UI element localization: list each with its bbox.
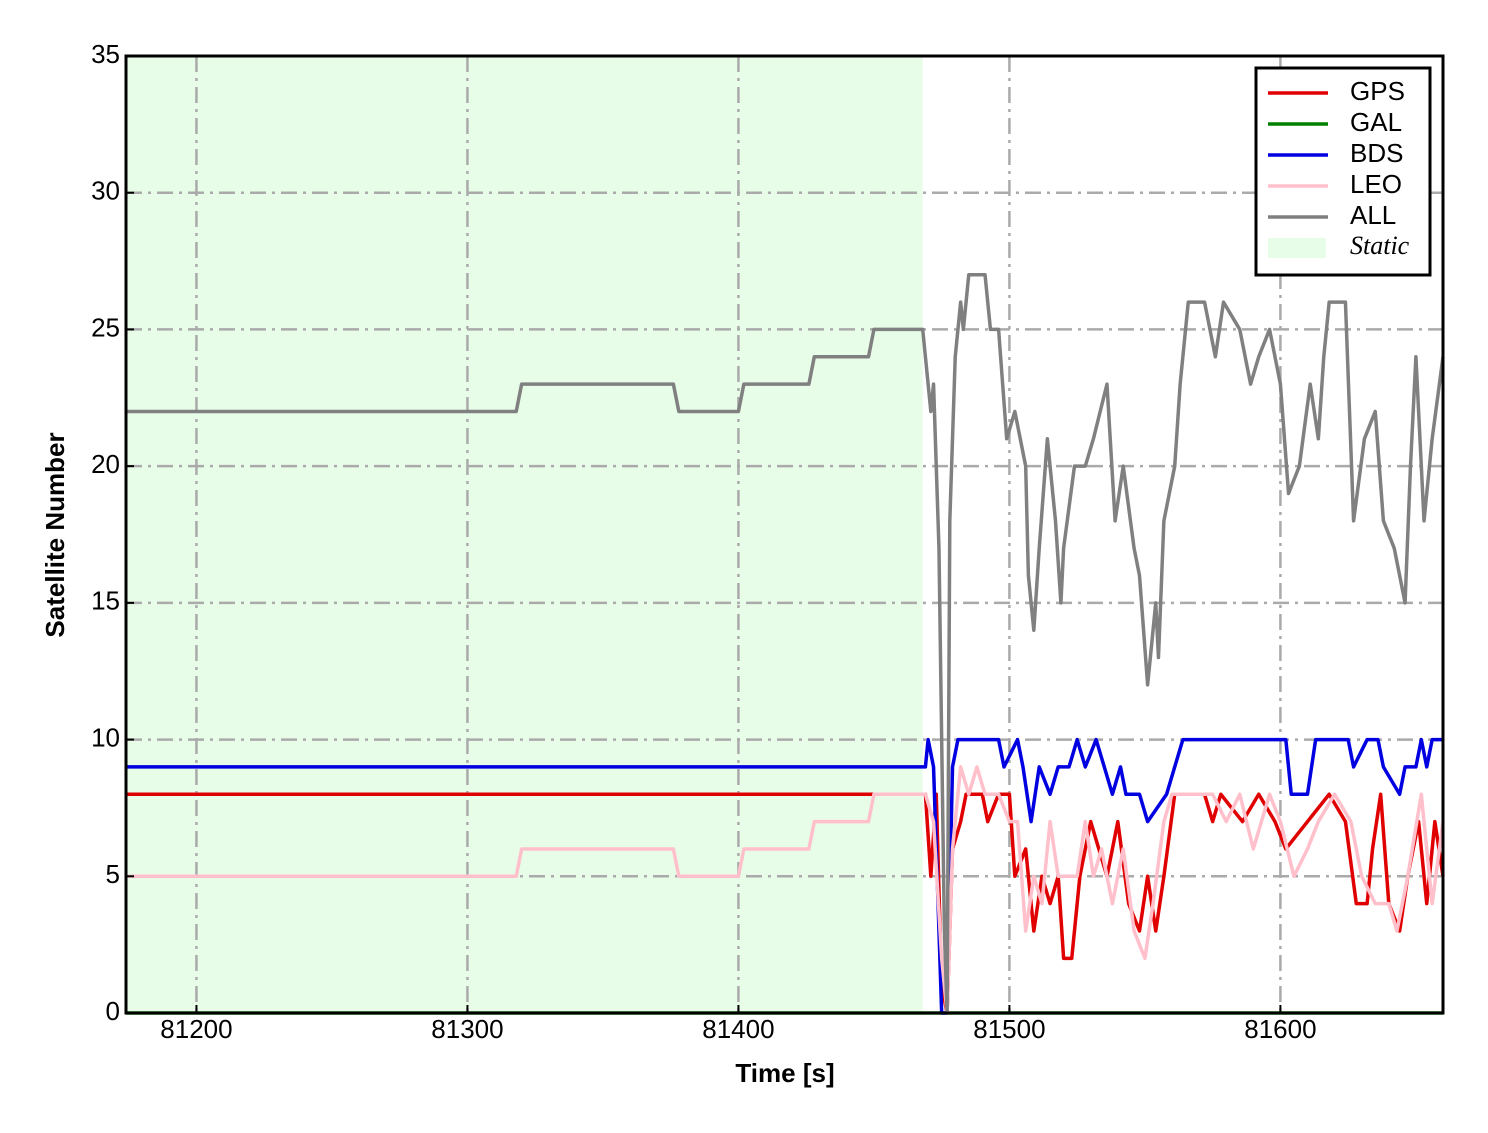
legend-label: Static: [1350, 231, 1410, 260]
y-tick-label: 20: [91, 449, 120, 479]
series-line: [126, 792, 1445, 1015]
legend-label: LEO: [1350, 169, 1402, 199]
series-line: [126, 765, 1445, 1015]
legend-label: ALL: [1350, 200, 1396, 230]
x-tick-label: 81300: [431, 1014, 503, 1044]
x-tick-label: 81600: [1244, 1014, 1316, 1044]
legend-label: GPS: [1350, 76, 1405, 106]
x-tick-label: 81400: [702, 1014, 774, 1044]
tick-layer: 81200 81300 81400 81500 81600 0 5 10 15 20 25 30 35: [91, 39, 1316, 1044]
y-tick-label: 15: [91, 586, 120, 616]
y-tick-label: 30: [91, 176, 120, 206]
static-region: [126, 56, 923, 1013]
y-axis-label: Satellite Number: [40, 432, 70, 637]
y-tick-label: 35: [91, 39, 120, 69]
series-line: [126, 737, 1443, 1015]
x-axis-label: Time [s]: [735, 1058, 834, 1088]
y-tick-label: 25: [91, 312, 120, 342]
x-tick-label: 81200: [160, 1014, 232, 1044]
legend-label: BDS: [1350, 138, 1403, 168]
y-tick-label: 5: [106, 859, 120, 889]
x-tick-label: 81500: [973, 1014, 1045, 1044]
background-layer: [126, 56, 923, 1013]
y-tick-label: 10: [91, 722, 120, 752]
y-tick-label: 0: [106, 996, 120, 1026]
series-line: [126, 272, 1445, 1015]
legend-swatch: [1268, 238, 1326, 258]
plot-frame: [124, 54, 1445, 1015]
legend-label: GAL: [1350, 107, 1402, 137]
